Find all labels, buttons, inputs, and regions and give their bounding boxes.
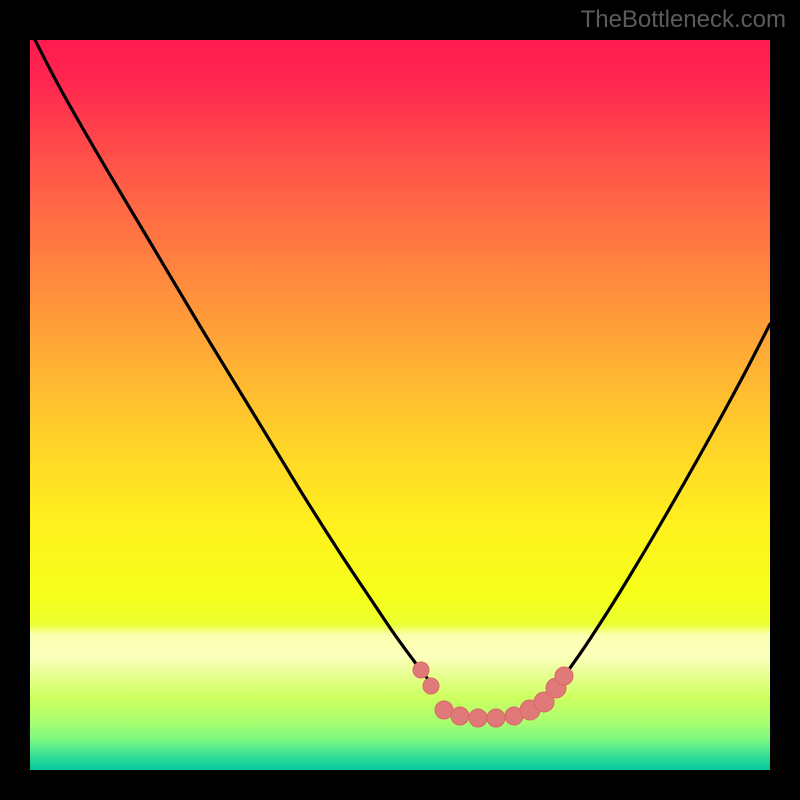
marker-point (555, 667, 573, 685)
marker-point (413, 662, 429, 678)
chart-frame: TheBottleneck.com (0, 0, 800, 800)
marker-point (469, 709, 487, 727)
marker-point (435, 701, 453, 719)
curve-right (559, 324, 770, 683)
overlay-svg (0, 0, 800, 800)
marker-point (423, 678, 439, 694)
curve-left (30, 30, 427, 678)
marker-point (487, 709, 505, 727)
marker-point (451, 707, 469, 725)
